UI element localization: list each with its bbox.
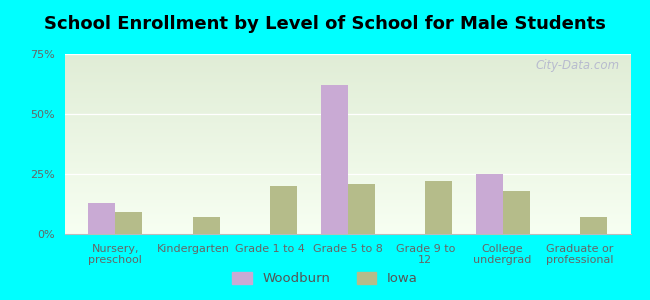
Bar [476, 174, 502, 234]
Bar [320, 85, 348, 234]
Bar [502, 191, 530, 234]
Bar [425, 181, 452, 234]
Bar [348, 184, 375, 234]
Text: School Enrollment by Level of School for Male Students: School Enrollment by Level of School for… [44, 15, 606, 33]
Bar [580, 217, 607, 234]
Legend: Woodburn, Iowa: Woodburn, Iowa [227, 266, 423, 290]
Bar [193, 217, 220, 234]
Bar [88, 203, 115, 234]
Text: City-Data.com: City-Data.com [535, 59, 619, 72]
Bar [115, 212, 142, 234]
Bar [270, 186, 298, 234]
